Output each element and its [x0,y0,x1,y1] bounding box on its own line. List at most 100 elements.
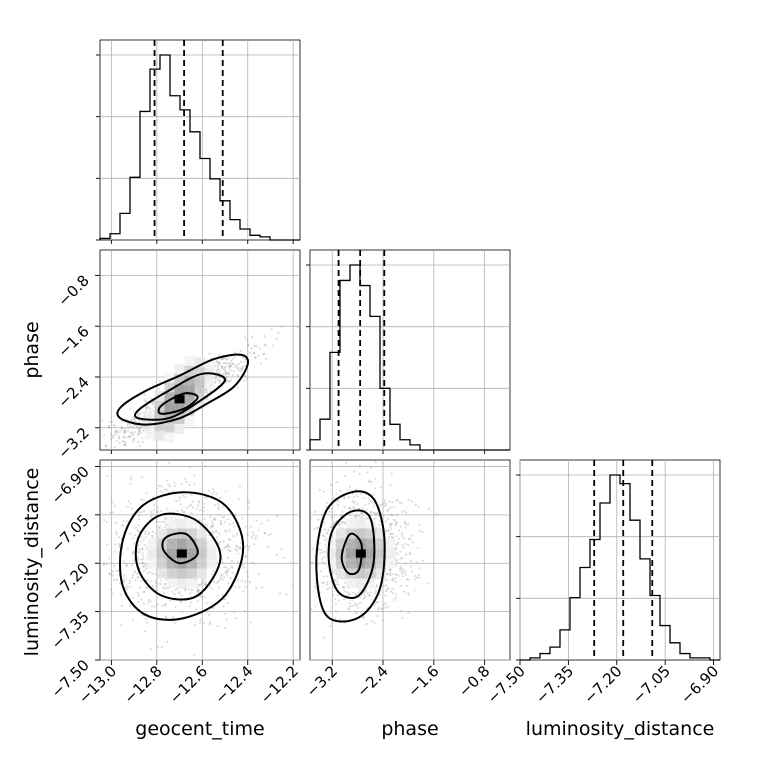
sample-point [249,621,253,624]
sample-point [237,498,240,501]
sample-point [133,559,136,562]
sample-point [163,583,166,586]
sample-point [218,542,221,545]
sample-point [144,610,148,613]
sample-point [247,344,250,347]
sample-point [345,461,348,464]
contour-geocent-time-phase-1 [133,372,226,421]
sample-point [260,522,263,525]
sample-point [390,522,393,525]
y-tick-label-luminosity-distance: −6.90 [48,463,93,508]
sample-point [413,589,416,592]
sample-point [218,378,221,382]
sample-point [244,358,247,361]
sample-point [178,590,181,593]
sample-point [339,618,342,621]
sample-point [263,344,266,347]
sample-point [267,519,270,522]
sample-point [264,532,267,535]
sample-point [200,582,203,585]
y-tick-label-luminosity-distance: −7.20 [48,559,93,604]
sample-point [351,599,354,602]
density-cell [196,548,207,559]
sample-point [151,605,154,608]
sample-point [132,438,136,441]
sample-point [330,526,333,529]
sample-point [118,542,121,546]
sample-point [130,419,133,422]
sample-point [124,429,127,432]
density-cell [385,538,396,549]
sample-point [224,365,227,368]
sample-point [125,585,128,588]
sample-point [165,616,168,619]
sample-point [225,371,228,374]
sample-point [120,427,123,430]
sample-point [392,518,395,521]
sample-point [378,523,381,526]
sample-point [229,365,232,368]
sample-point [220,365,223,368]
density-cell [184,405,195,416]
sample-point [357,591,360,594]
sample-point [348,506,351,509]
sample-point [222,540,225,543]
sample-point [131,440,134,443]
sample-point [395,596,398,599]
sample-point [415,576,418,579]
sample-point [395,535,398,538]
sample-point [237,366,240,369]
sample-point [144,536,147,539]
sample-point [395,559,398,562]
sample-point [222,605,225,608]
sample-point [204,523,207,526]
sample-point [225,569,228,572]
sample-point [150,513,153,516]
sample-point [313,528,316,531]
sample-point [231,566,234,569]
sample-point [131,596,134,600]
sample-point [243,360,246,364]
sample-point [228,546,231,549]
sample-point [215,360,218,363]
sample-point [338,523,341,527]
sample-point [321,550,324,554]
sample-point [266,545,269,548]
sample-point [223,529,226,532]
density-cell [385,548,396,559]
sample-point [202,581,205,584]
sample-point [370,598,373,601]
sample-point [234,513,237,517]
sample-point [141,552,144,555]
sample-point [362,615,365,619]
sample-point [247,344,250,347]
sample-point [404,553,408,556]
sample-point [146,579,149,582]
density-cell [355,518,366,529]
sample-point [322,575,325,578]
density-cell [345,578,356,589]
density-cell [164,382,175,393]
sample-point [359,601,362,604]
sample-point [410,570,413,573]
density-cell [345,558,356,569]
sample-point [151,403,154,406]
sample-point [406,578,409,581]
sample-point [318,489,321,492]
sample-point [113,578,116,582]
sample-point [253,356,257,359]
sample-point [218,381,221,384]
sample-point [372,505,375,508]
sample-point [224,566,228,569]
sample-point [276,515,279,518]
sample-point [263,353,266,356]
sample-point [180,601,183,604]
histogram-phase [309,264,510,451]
sample-point [152,504,156,507]
sample-point [387,536,391,539]
sample-point [349,514,352,517]
sample-point [375,600,378,604]
sample-point [115,430,118,433]
sample-point [296,326,299,329]
sample-point [210,572,213,575]
